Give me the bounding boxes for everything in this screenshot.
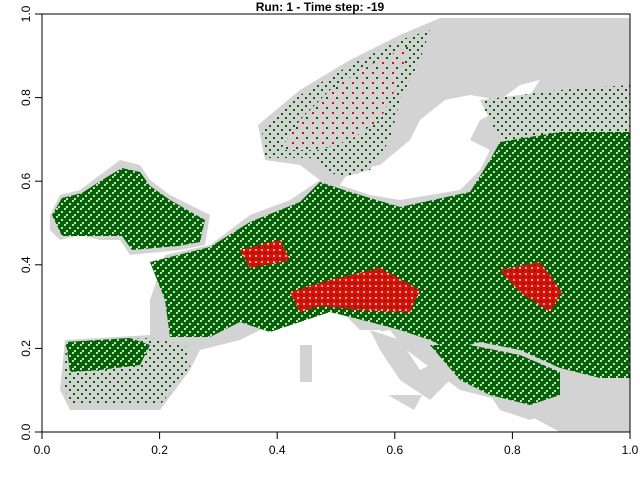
y-tick-label: 0.8 xyxy=(19,89,33,106)
y-tick-label: 1.0 xyxy=(19,5,33,22)
red-alps xyxy=(290,268,420,312)
red-carpathians xyxy=(500,262,562,312)
red-scandinavia xyxy=(280,45,410,150)
x-tick-label: 1.0 xyxy=(622,443,639,457)
y-tick-label: 0.2 xyxy=(19,340,33,357)
map xyxy=(50,18,630,432)
x-tick-label: 0.0 xyxy=(34,443,51,457)
x-tick-label: 0.4 xyxy=(269,443,286,457)
plot-frame xyxy=(41,13,631,433)
sicily xyxy=(388,395,422,410)
italy xyxy=(370,330,450,400)
x-tick-label: 0.2 xyxy=(151,443,168,457)
y-tick-label: 0.6 xyxy=(19,173,33,190)
x-tick-label: 0.6 xyxy=(386,443,403,457)
forest-iberia xyxy=(66,338,150,372)
red-pyrenees xyxy=(240,240,290,268)
forest-britain xyxy=(52,168,205,250)
y-tick-label: 0.0 xyxy=(19,423,33,440)
chart-title: Run: 1 - Time step: -19 xyxy=(256,0,385,14)
x-tick-label: 0.8 xyxy=(504,443,521,457)
forest-continent xyxy=(150,132,630,378)
y-tick-label: 0.4 xyxy=(19,256,33,273)
sparse-east xyxy=(480,85,630,140)
forest-balkans xyxy=(430,345,560,405)
sardinia xyxy=(300,345,312,382)
